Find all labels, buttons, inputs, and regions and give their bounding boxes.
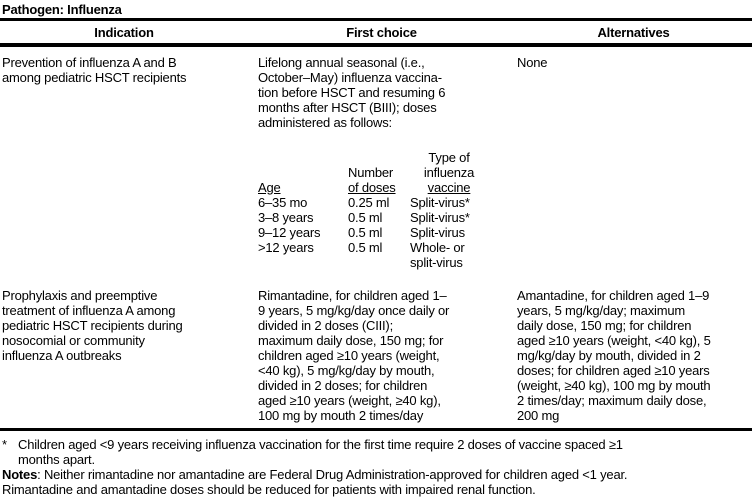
asterisk-footnote-text: Children aged <9 years receiving influen… — [18, 437, 623, 467]
dose-table-header-age: Age — [258, 180, 348, 195]
column-header-first-choice: First choice — [346, 25, 417, 40]
dose-vaccine-type: Split-virus — [410, 225, 465, 240]
row1-first-choice-cell: Lifelong annual seasonal (i.e., October–… — [248, 55, 515, 270]
doses-header-line1: Number — [348, 165, 394, 180]
table-row: Prophylaxis and preemptive treatment of … — [0, 288, 752, 423]
dose-vaccine-type: Whole- or split-virus — [410, 240, 465, 270]
type-header-line1: Type of — [428, 150, 470, 165]
dose-table-row: 9–12 years 0.5 ml Split-virus — [258, 225, 515, 240]
dose-age: 6–35 mo — [258, 195, 308, 210]
footnotes: * Children aged <9 years receiving influ… — [0, 431, 752, 497]
footer-divider — [0, 428, 752, 431]
dose-amount: 0.25 ml — [348, 195, 390, 210]
dose-age: >12 years — [258, 240, 314, 255]
dose-age: 3–8 years — [258, 210, 314, 225]
dose-vaccine-type: Split-virus* — [410, 210, 470, 225]
dose-table-header-type: Type of influenza vaccine — [410, 150, 515, 195]
row2-alternatives-cell: Amantadine, for children aged 1–9 years,… — [517, 288, 711, 423]
notes-text: : Neither rimantadine nor amantadine are… — [2, 467, 628, 497]
dose-table-row: 3–8 years 0.5 ml Split-virus* — [258, 210, 515, 225]
notes-label: Notes — [2, 467, 38, 482]
title-divider — [0, 18, 752, 21]
page-title: Pathogen: Influenza — [2, 2, 122, 17]
column-header-alternatives: Alternatives — [597, 25, 670, 40]
dose-vaccine-type: Split-virus* — [410, 195, 470, 210]
dose-amount: 0.5 ml — [348, 210, 383, 225]
table-row: Prevention of influenza A and B among pe… — [0, 47, 752, 270]
row1-alternatives-cell: None — [517, 55, 548, 70]
dose-table-header-doses: Number of doses — [348, 165, 410, 195]
table-header-row: Indication First choice Alternatives — [0, 21, 752, 43]
row2-first-choice-cell: Rimantadine, for children aged 1– 9 year… — [258, 288, 450, 423]
age-header-label: Age — [258, 180, 281, 195]
dose-table-row: 6–35 mo 0.25 ml Split-virus* — [258, 195, 515, 210]
row1-first-choice-text: Lifelong annual seasonal (i.e., October–… — [258, 55, 446, 130]
notes-footnote: Notes: Neither rimantadine nor amantadin… — [2, 467, 752, 497]
dose-table: Age Number of doses Type of influenza va… — [258, 150, 515, 270]
header-divider — [0, 43, 752, 47]
type-header-line2: influenza — [423, 165, 475, 180]
dose-table-row: >12 years 0.5 ml Whole- or split-virus — [258, 240, 515, 270]
row2-indication-cell: Prophylaxis and preemptive treatment of … — [2, 288, 183, 363]
type-header-line3: vaccine — [427, 180, 471, 195]
row1-indication-cell: Prevention of influenza A and B among pe… — [2, 55, 187, 85]
dose-amount: 0.5 ml — [348, 225, 383, 240]
dose-age: 9–12 years — [258, 225, 321, 240]
asterisk-marker: * — [2, 437, 7, 452]
dose-table-header-row: Age Number of doses Type of influenza va… — [258, 150, 515, 195]
doses-header-line2: of doses — [348, 180, 396, 195]
dose-amount: 0.5 ml — [348, 240, 383, 255]
asterisk-footnote: * Children aged <9 years receiving influ… — [2, 437, 752, 467]
column-header-indication: Indication — [94, 25, 154, 40]
